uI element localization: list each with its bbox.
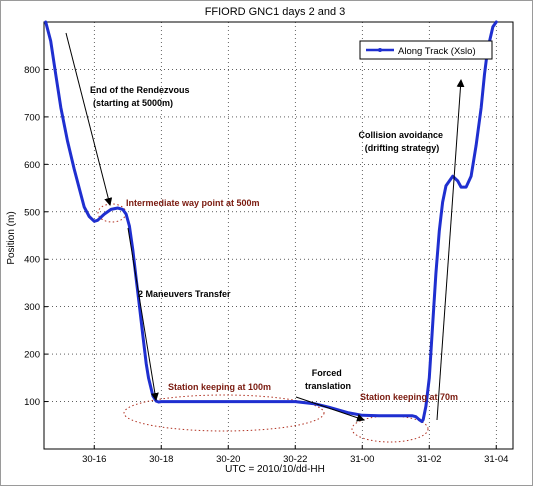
annotation-two-maneuvers: 2 Maneuvers Transfer xyxy=(138,289,231,299)
y-tick-label: 800 xyxy=(24,65,40,76)
legend-marker xyxy=(378,48,382,52)
y-tick-label: 600 xyxy=(24,160,40,171)
highlight-ellipse-station-70 xyxy=(351,415,429,443)
y-tick-label: 300 xyxy=(24,302,40,313)
y-tick-label: 100 xyxy=(24,397,40,408)
x-tick-label: 30-22 xyxy=(283,454,307,465)
x-tick-label: 30-18 xyxy=(149,454,173,465)
x-tick-label: 31-00 xyxy=(350,454,374,465)
highlight-ellipse-station-100 xyxy=(123,394,325,432)
legend: Along Track (Xslo) xyxy=(359,40,493,60)
legend-label: Along Track (Xslo) xyxy=(398,46,476,57)
annotation-end-of-rendezvous-line1: End of the Rendezvous xyxy=(90,85,190,95)
annotation-collision-avoidance-line2: (drifting strategy) xyxy=(365,143,440,153)
legend-box xyxy=(359,40,493,60)
chart-title: FFIORD GNC1 days 2 and 3 xyxy=(205,6,346,18)
axis-ticks: 30-16 30-18 30-20 30-22 31-00 31-02 31-04 100 20… xyxy=(24,65,508,465)
arrow-collision-avoidance xyxy=(436,79,465,421)
annotation-station-keeping-70: Station keeping at 70m xyxy=(360,392,458,402)
x-tick-label: 31-02 xyxy=(417,454,441,465)
x-tick-label: 30-16 xyxy=(82,454,106,465)
annotation-collision-avoidance-line1: Collision avoidance xyxy=(358,130,443,140)
y-tick-label: 700 xyxy=(24,112,40,123)
y-axis-label: Position (m) xyxy=(6,211,17,264)
arrow-two-maneuvers xyxy=(127,227,159,401)
x-tick-label: 31-04 xyxy=(484,454,508,465)
x-axis-label: UTC = 2010/10/dd-HH xyxy=(225,464,325,475)
annotation-collision-avoidance: Collision avoidance (drifting strategy) xyxy=(358,130,445,153)
annotation-forced-translation: Forced translation xyxy=(305,368,351,391)
annotation-station-keeping-70-line1: Station keeping at 70m xyxy=(360,392,458,402)
annotation-station-keeping-100-line1: Station keeping at 100m xyxy=(168,382,271,392)
annotation-intermediate-waypoint-line1: Intermediate way point at 500m xyxy=(126,198,260,208)
arrow-end-of-rendezvous xyxy=(65,32,113,206)
annotation-end-of-rendezvous-line2: (starting at 5000m) xyxy=(93,98,173,108)
y-tick-label: 200 xyxy=(24,350,40,361)
arrow-forced-translation xyxy=(295,396,365,422)
annotation-two-maneuvers-line1: 2 Maneuvers Transfer xyxy=(138,289,231,299)
annotation-end-of-rendezvous: End of the Rendezvous (starting at 5000m… xyxy=(90,85,192,108)
y-tick-label: 500 xyxy=(24,207,40,218)
plot-area xyxy=(43,21,514,450)
annotation-forced-translation-line2: translation xyxy=(305,381,351,391)
y-tick-label: 400 xyxy=(24,255,40,266)
x-tick-label: 30-20 xyxy=(216,454,240,465)
annotation-station-keeping-100: Station keeping at 100m xyxy=(168,382,271,392)
annotation-intermediate-waypoint: Intermediate way point at 500m xyxy=(126,198,260,208)
annotation-forced-translation-line1: Forced xyxy=(312,368,342,378)
